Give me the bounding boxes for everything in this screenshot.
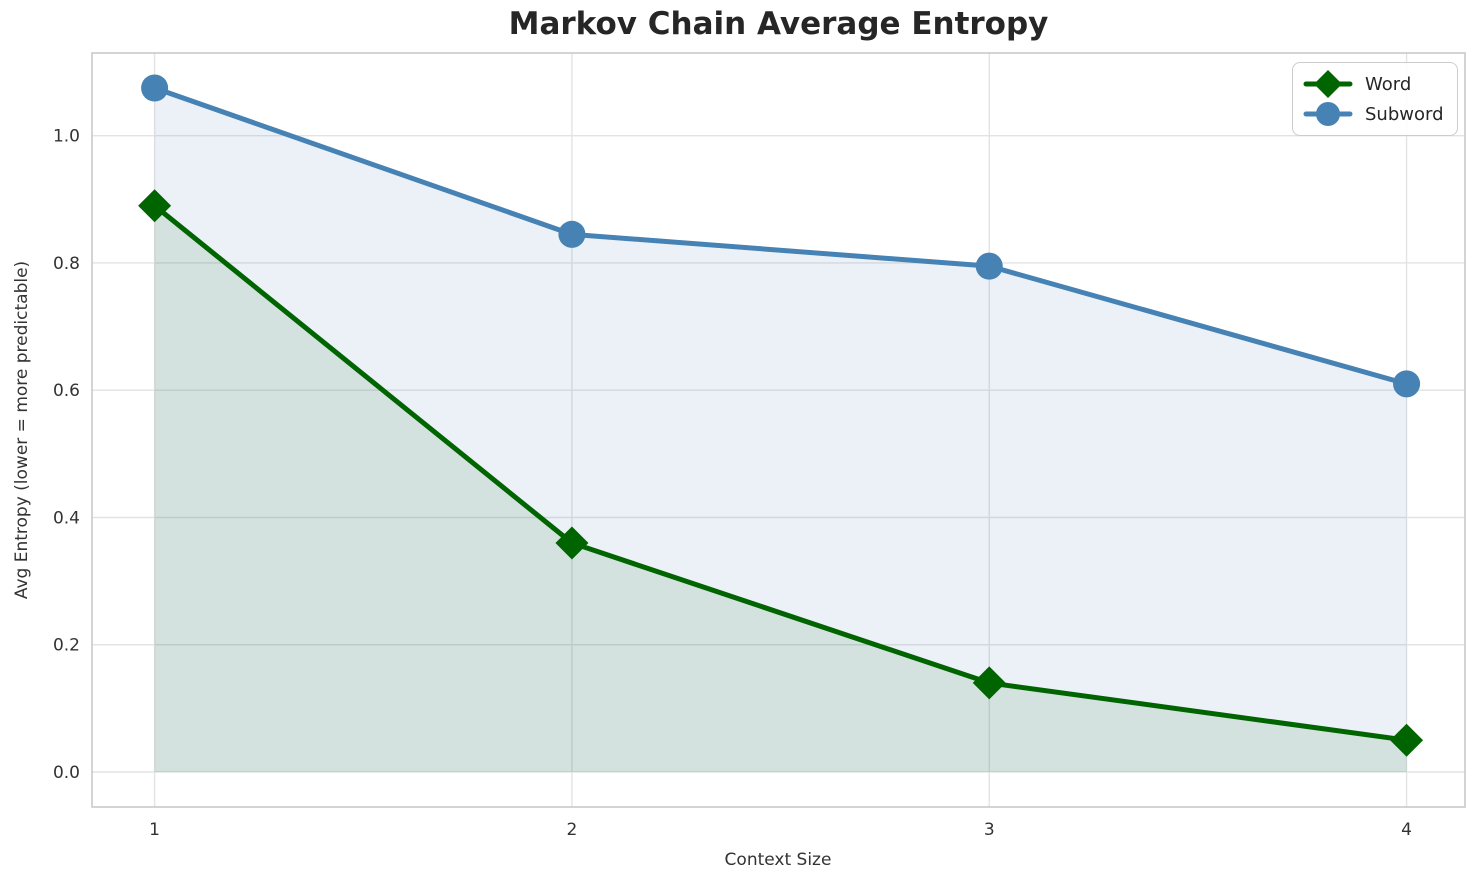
subword-data-point xyxy=(975,252,1003,280)
x-tick-label: 1 xyxy=(149,820,160,840)
word-line-marker-icon xyxy=(1303,70,1353,98)
x-tick-label: 2 xyxy=(567,820,578,840)
subword-area-fill xyxy=(154,87,1407,773)
legend-label-subword: Subword xyxy=(1365,103,1444,125)
subword-data-point xyxy=(1393,370,1421,398)
legend-circle-marker-icon xyxy=(1316,102,1340,126)
y-tick-label: 0.4 xyxy=(53,508,80,528)
y-tick-label: 0.2 xyxy=(53,636,80,656)
legend-label-word: Word xyxy=(1365,73,1412,95)
y-axis-label: Avg Entropy (lower = more predictable) xyxy=(12,260,32,600)
word-data-point xyxy=(555,526,589,560)
subword-line xyxy=(152,85,1410,387)
y-tick-label: 1.0 xyxy=(53,127,80,147)
y-tick-label: 0.0 xyxy=(53,763,80,783)
legend-item-subword: Subword xyxy=(1303,100,1447,128)
y-tick-label: 0.8 xyxy=(53,254,80,274)
subword-line-marker-icon xyxy=(1303,102,1353,126)
word-area-fill xyxy=(154,205,1407,773)
x-axis-label: Context Size xyxy=(724,850,832,870)
chart-title: Markov Chain Average Entropy xyxy=(508,6,1049,42)
legend: Word Subword xyxy=(1292,62,1458,136)
legend-diamond-marker-icon xyxy=(1314,70,1342,98)
subword-data-point xyxy=(141,74,169,102)
word-data-point xyxy=(138,189,172,223)
y-tick-label: 0.6 xyxy=(53,381,80,401)
x-tick-label: 3 xyxy=(984,820,995,840)
legend-item-word: Word xyxy=(1303,70,1447,98)
x-tick-label: 4 xyxy=(1401,820,1412,840)
subword-data-point xyxy=(558,220,586,248)
plot-frame xyxy=(91,52,1466,808)
word-data-point xyxy=(1390,723,1424,757)
word-line xyxy=(152,203,1410,743)
word-data-point xyxy=(972,666,1006,700)
